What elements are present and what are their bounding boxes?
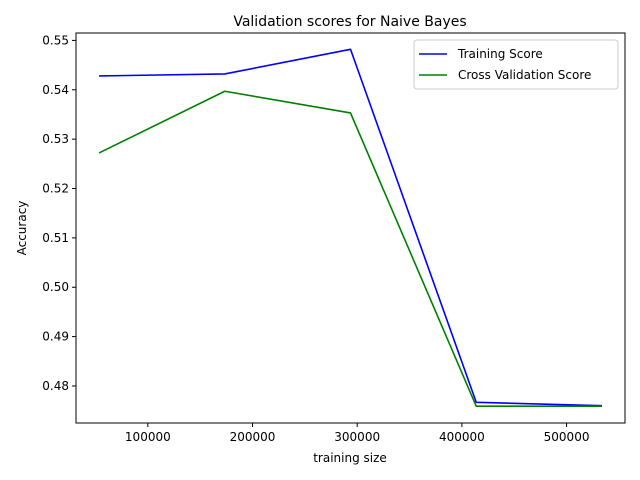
y-axis-label: Accuracy (15, 201, 29, 256)
x-tick-label: 100000 (125, 430, 171, 444)
x-tick-label: 500000 (544, 430, 590, 444)
series-line-1 (99, 48, 602, 407)
x-tick-label: 300000 (334, 430, 380, 444)
y-tick-label: 0.53 (42, 132, 69, 146)
y-tick-label: 0.48 (42, 379, 69, 393)
y-tick-label: 0.55 (42, 33, 69, 47)
y-tick-label: 0.54 (42, 83, 69, 97)
x-axis: 100000 200000 300000 400000 500000 (125, 423, 590, 444)
legend-label: Training Score (457, 47, 543, 61)
y-tick-label: 0.52 (42, 182, 69, 196)
y-tick-label: 0.49 (42, 330, 69, 344)
legend-label: Cross Validation Score (458, 68, 591, 82)
x-axis-label: training size (313, 451, 387, 465)
y-tick-label: 0.50 (42, 280, 69, 294)
x-tick-label: 200000 (230, 430, 276, 444)
plot-area (98, 48, 602, 408)
chart-title: Validation scores for Naive Bayes (233, 14, 466, 30)
legend-box (413, 39, 619, 90)
y-axis: 0.48 0.49 0.50 0.51 0.52 0.53 0.54 0.55 (42, 33, 76, 393)
x-tick-label: 400000 (439, 430, 485, 444)
y-tick-label: 0.51 (42, 231, 69, 245)
axes-frame (75, 32, 626, 424)
legend: Training Score Cross Validation Score (413, 39, 619, 90)
series-line-2 (98, 90, 602, 408)
